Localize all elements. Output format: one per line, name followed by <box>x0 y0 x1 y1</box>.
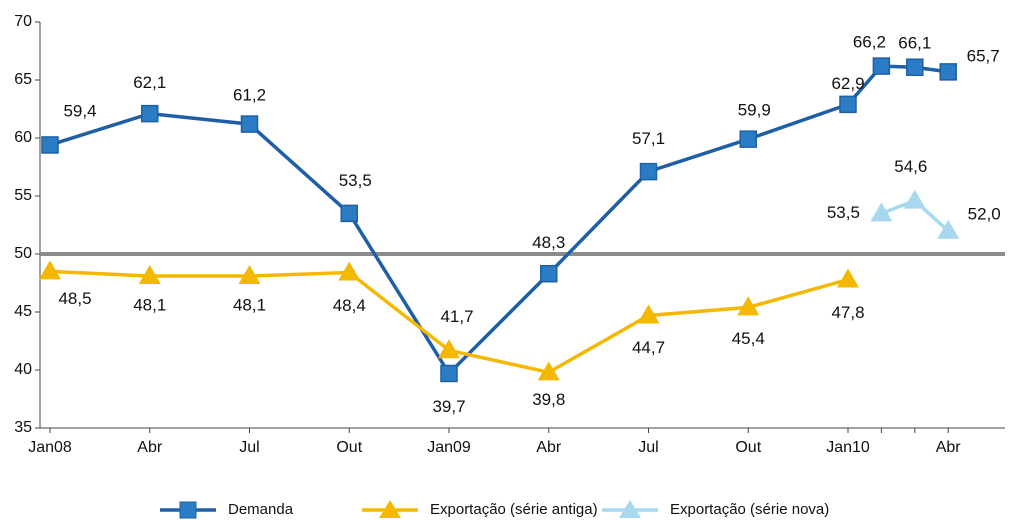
data-label: 48,4 <box>333 296 366 315</box>
data-label: 65,7 <box>967 46 1000 65</box>
data-label: 53,5 <box>339 171 372 190</box>
data-label: 44,7 <box>632 338 665 357</box>
marker <box>637 304 660 324</box>
marker <box>138 265 161 285</box>
y-tick-label: 40 <box>14 361 32 378</box>
x-tick-label: Jul <box>239 439 259 456</box>
marker <box>440 364 458 383</box>
marker <box>39 260 61 280</box>
y-tick-label: 50 <box>14 245 32 262</box>
marker <box>438 339 460 359</box>
data-label: 62,1 <box>133 73 166 92</box>
marker <box>906 58 924 76</box>
y-tick-label: 65 <box>14 71 32 88</box>
x-tick-label: Abr <box>536 439 562 456</box>
marker <box>937 219 960 239</box>
legend-marker <box>379 500 401 518</box>
data-label: 45,4 <box>732 329 765 348</box>
data-label: 54,6 <box>894 157 927 176</box>
marker <box>903 189 926 209</box>
legend-label: Exportação (série antiga) <box>430 501 598 518</box>
data-label: 48,3 <box>532 233 565 252</box>
marker <box>737 296 760 316</box>
data-label: 52,0 <box>968 204 1001 223</box>
data-label: 39,8 <box>532 390 565 409</box>
marker <box>540 264 558 283</box>
data-label: 61,2 <box>233 86 266 105</box>
marker <box>338 261 361 281</box>
marker <box>837 268 859 288</box>
marker <box>537 361 560 381</box>
x-tick-label: Jan10 <box>826 439 870 456</box>
data-label: 48,5 <box>58 289 91 308</box>
series-line <box>49 64 949 377</box>
data-label: 57,1 <box>632 129 665 148</box>
y-tick-label: 55 <box>14 187 32 204</box>
data-label: 66,1 <box>898 34 931 53</box>
marker <box>870 202 893 222</box>
marker <box>238 265 261 285</box>
x-tick-label: Jan09 <box>427 439 471 456</box>
y-tick-label: 60 <box>14 129 32 146</box>
data-label: 48,1 <box>133 296 166 315</box>
marker <box>739 130 757 148</box>
data-label: 39,7 <box>432 397 465 416</box>
data-label: 59,4 <box>63 101 96 120</box>
marker <box>240 115 259 133</box>
marker <box>141 104 159 123</box>
y-tick-label: 45 <box>14 303 32 320</box>
x-tick-label: Out <box>735 439 761 456</box>
data-label: 62,9 <box>831 74 864 93</box>
marker <box>41 136 59 154</box>
marker <box>939 63 957 81</box>
x-tick-label: Abr <box>137 439 163 456</box>
legend-label: Demanda <box>228 501 294 518</box>
marker <box>839 95 857 114</box>
data-label: 59,9 <box>738 101 771 120</box>
marker <box>872 57 891 75</box>
data-label: 41,7 <box>440 307 473 326</box>
legend-label: Exportação (série nova) <box>670 501 829 518</box>
legend-marker <box>179 501 197 519</box>
data-label: 53,5 <box>827 203 860 222</box>
x-tick-label: Abr <box>936 439 962 456</box>
y-tick-label: 35 <box>14 419 32 436</box>
data-label: 66,2 <box>853 33 886 52</box>
legend-marker <box>619 500 641 518</box>
x-tick-label: Out <box>336 439 362 456</box>
marker <box>340 204 358 223</box>
y-tick-label: 70 <box>14 13 32 30</box>
data-label: 47,8 <box>831 303 864 322</box>
x-tick-label: Jul <box>638 439 658 456</box>
data-label: 48,1 <box>233 296 266 315</box>
x-tick-label: Jan08 <box>28 439 72 456</box>
marker <box>639 162 658 181</box>
